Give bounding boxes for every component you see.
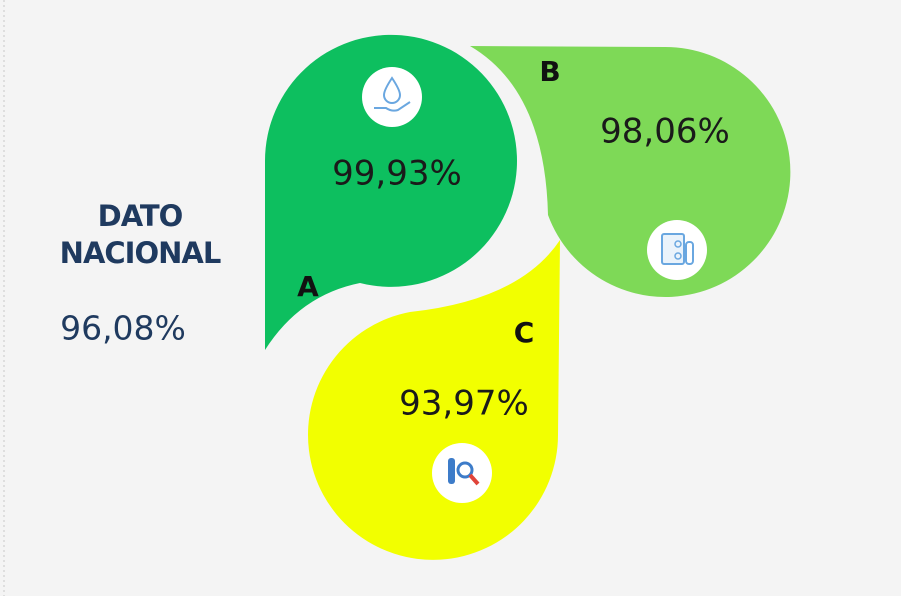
national-label: DATO — [98, 199, 183, 233]
segment-b-value: 98,06% — [600, 112, 730, 152]
icon-clipboard — [647, 220, 707, 280]
segment-a-label: A — [297, 270, 319, 303]
segment-b-label: B — [539, 55, 560, 88]
icon-water-hand — [362, 67, 422, 127]
segment-b-shape — [470, 46, 791, 297]
segment-c-label: C — [514, 316, 535, 349]
national-value: 96,08% — [60, 309, 186, 348]
segment-c-shape — [308, 240, 560, 560]
segment-c-value: 93,97% — [399, 384, 529, 424]
national-label: NACIONAL — [60, 236, 221, 270]
segment-a-shape — [264, 34, 517, 350]
segment-a-value: 99,93% — [332, 154, 462, 194]
icon-test-tube — [432, 443, 492, 503]
